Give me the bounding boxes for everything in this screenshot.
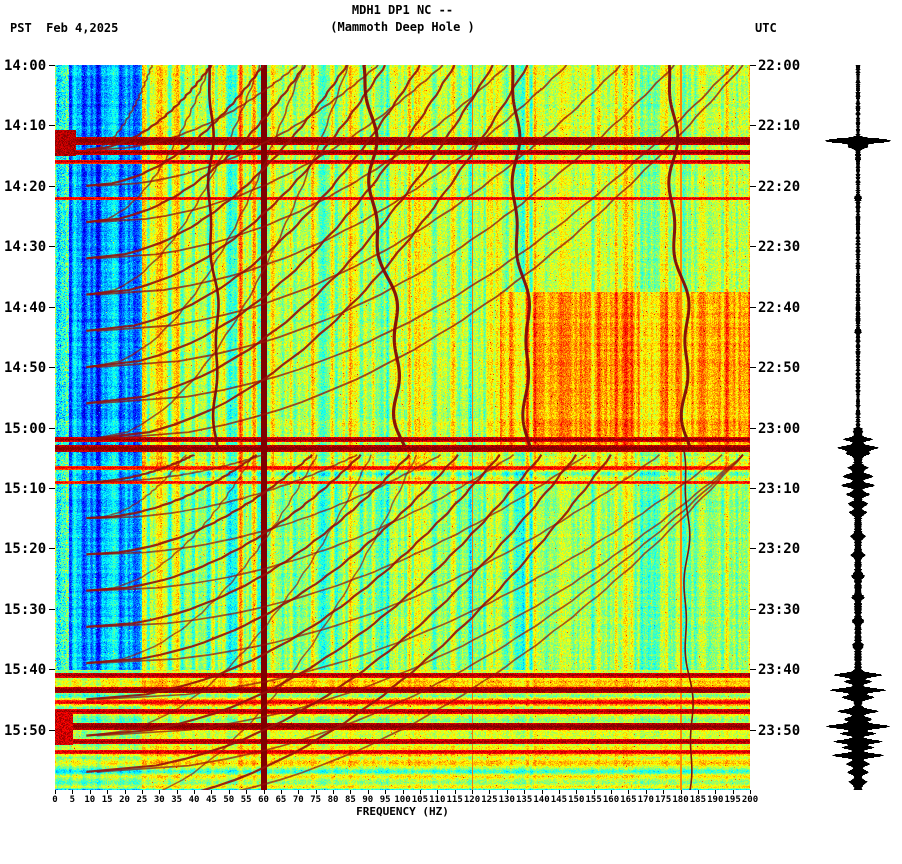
frequency-tick-label: 115 <box>446 795 463 805</box>
frequency-tick-label: 5 <box>69 795 76 805</box>
frequency-tick-label: 0 <box>52 795 58 805</box>
pst-time-tick-label: 15:00 <box>4 420 47 437</box>
utc-time-tick-label: 22:50 <box>758 360 801 377</box>
frequency-tick-label: 20 <box>119 795 130 805</box>
utc-time-tick-label: 23:30 <box>758 601 801 618</box>
frequency-tick-label: 75 <box>310 795 322 805</box>
frequency-tick-label: 90 <box>362 795 374 805</box>
pst-time-tick-label: 14:40 <box>4 299 47 316</box>
spectrogram-heatmap <box>55 65 750 790</box>
frequency-tick-label: 10 <box>84 795 96 805</box>
frequency-tick-label: 95 <box>379 795 391 805</box>
frequency-tick-label: 85 <box>344 795 356 805</box>
utc-time-tick-label: 23:50 <box>758 722 801 739</box>
frequency-tick-label: 140 <box>533 795 550 805</box>
utc-time-tick-label: 23:00 <box>758 420 801 437</box>
frequency-tick-label: 15 <box>101 795 113 805</box>
frequency-tick-label: 80 <box>327 795 339 805</box>
pst-time-tick-label: 15:30 <box>4 601 47 618</box>
utc-time-tick-label: 23:40 <box>758 662 801 679</box>
frequency-axis-label: FREQUENCY (HZ) <box>356 805 449 818</box>
utc-time-tick-label: 22:20 <box>758 178 801 195</box>
pst-time-tick-label: 14:00 <box>4 58 47 74</box>
frequency-tick-label: 160 <box>602 795 620 805</box>
frequency-tick-label: 125 <box>481 795 498 805</box>
frequency-tick-label: 50 <box>223 795 235 805</box>
frequency-tick-label: 200 <box>741 795 759 805</box>
frequency-tick-label: 45 <box>205 795 217 805</box>
frequency-tick-label: 65 <box>275 795 287 805</box>
pst-time-tick-label: 15:20 <box>4 541 47 558</box>
frequency-tick-label: 40 <box>188 795 200 805</box>
frequency-tick-label: 130 <box>498 795 515 805</box>
pst-time-tick-label: 15:50 <box>4 722 47 739</box>
frequency-tick-label: 180 <box>672 795 689 805</box>
frequency-tick-label: 175 <box>654 795 672 805</box>
frequency-tick-label: 185 <box>689 795 707 805</box>
frequency-tick-label: 105 <box>411 795 429 805</box>
utc-time-tick-label: 22:40 <box>758 299 801 316</box>
frequency-tick-label: 110 <box>429 795 446 805</box>
frequency-tick-label: 100 <box>394 795 411 805</box>
frequency-tick-label: 170 <box>637 795 654 805</box>
frequency-tick-label: 120 <box>463 795 481 805</box>
frequency-tick-label: 135 <box>515 795 533 805</box>
seismogram-trace <box>822 65 894 790</box>
utc-time-tick-label: 23:20 <box>758 541 801 558</box>
frequency-tick-label: 35 <box>171 795 183 805</box>
frequency-tick-label: 55 <box>240 795 252 805</box>
utc-time-tick-label: 23:10 <box>758 480 801 497</box>
frequency-tick-label: 60 <box>258 795 269 805</box>
pst-time-tick-label: 14:30 <box>4 239 47 256</box>
pst-time-tick-label: 14:50 <box>4 360 47 377</box>
utc-time-tick-label: 22:10 <box>758 118 801 135</box>
pst-time-tick-label: 14:20 <box>4 178 47 195</box>
pst-time-tick-label: 15:40 <box>4 662 47 679</box>
frequency-tick-label: 165 <box>620 795 637 805</box>
frequency-tick-label: 190 <box>707 795 724 805</box>
pst-time-tick-label: 15:10 <box>4 480 47 497</box>
frequency-tick-label: 155 <box>585 795 602 805</box>
frequency-tick-label: 30 <box>153 795 165 805</box>
frequency-tick-label: 145 <box>550 795 568 805</box>
utc-time-tick-label: 22:30 <box>758 239 801 256</box>
frequency-tick-label: 150 <box>568 795 585 805</box>
frequency-tick-label: 70 <box>292 795 304 805</box>
pst-time-tick-label: 14:10 <box>4 118 47 135</box>
utc-time-tick-label: 22:00 <box>758 58 801 74</box>
frequency-tick-label: 25 <box>136 795 148 805</box>
frequency-tick-label: 195 <box>724 795 741 805</box>
